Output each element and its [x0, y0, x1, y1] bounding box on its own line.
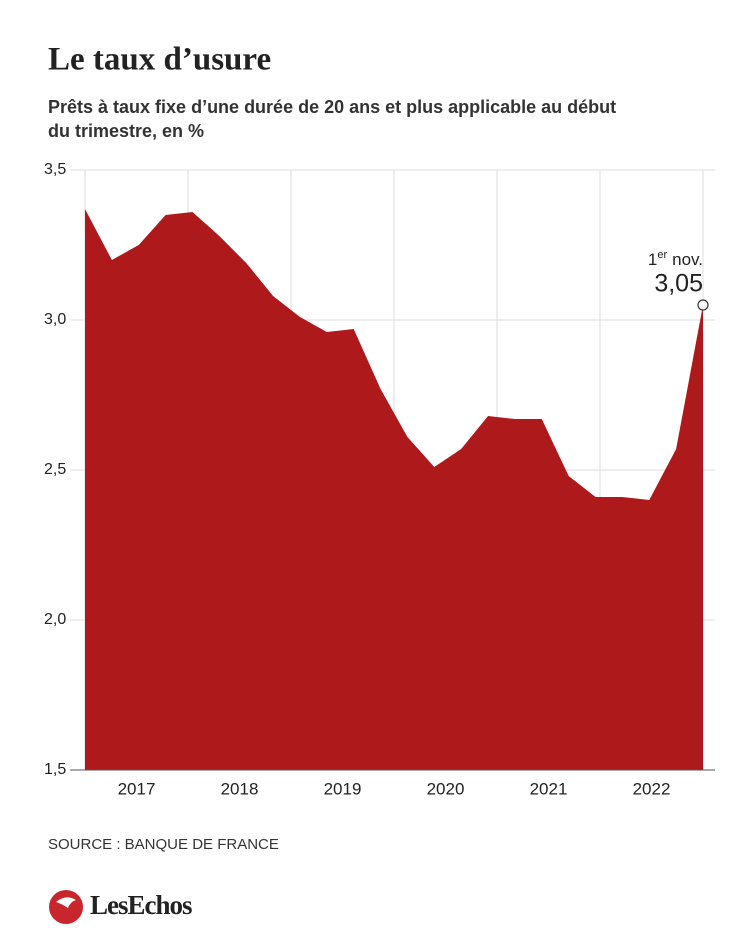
x-tick-label: 2018	[221, 779, 259, 798]
annotation-part: er	[657, 249, 667, 261]
x-tick-label: 2019	[324, 779, 362, 798]
title: Le taux d’usure	[48, 42, 271, 78]
annotation: 1er nov.	[648, 249, 703, 270]
subtitle: Prêts à taux fixe d’une durée de 20 ans …	[48, 97, 616, 117]
plot: 1,5 2,0 2,5 3,0 3,5 2017 2018 2019 2020 2021 2022 3…	[44, 161, 715, 798]
y-tick-label: 1,5	[44, 761, 66, 778]
y-tick-label: 3,5	[44, 161, 66, 178]
subtitle: du trimestre, en %	[48, 121, 204, 141]
x-tick-label: 2020	[427, 779, 465, 798]
x-tick-label: 2022	[633, 779, 671, 798]
annotation-part: nov.	[672, 250, 703, 269]
x-tick-label: 2021	[530, 779, 568, 798]
source: SOURCE : BANQUE DE FRANCE	[48, 836, 279, 853]
logo-text: LesEchos	[90, 890, 192, 920]
x-tick-label: 2017	[118, 779, 156, 798]
y-tick-label: 2,0	[44, 611, 66, 628]
area	[85, 209, 703, 770]
annotation-part: 1	[648, 250, 657, 269]
logo-mark	[49, 890, 83, 924]
value-label: 3,05	[654, 270, 703, 298]
logo-bird	[56, 897, 76, 908]
end-marker	[697, 299, 709, 311]
y-tick-label: 2,5	[44, 461, 66, 478]
y-tick-label: 3,0	[44, 311, 66, 328]
